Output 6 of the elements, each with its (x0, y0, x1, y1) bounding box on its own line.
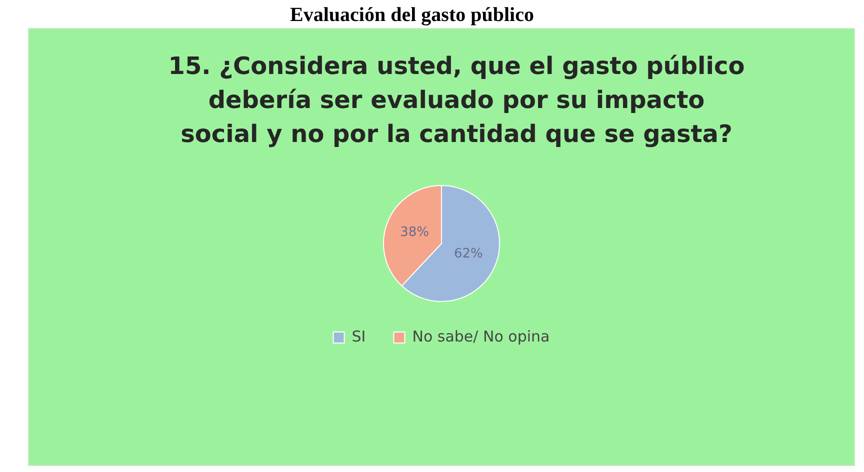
chart-subtitle: 15. ¿Considera usted, que el gasto público debería ser evaluado por su impacto social y no por la cantidad que se gasta? (167, 51, 746, 150)
data-label: 62% (454, 246, 483, 262)
legend-label: No sabe/ No opina (412, 327, 550, 346)
legend-label: SI (352, 327, 366, 346)
data-label: 38% (400, 225, 429, 240)
chart-title: Evaluación del gasto público (289, 4, 535, 28)
